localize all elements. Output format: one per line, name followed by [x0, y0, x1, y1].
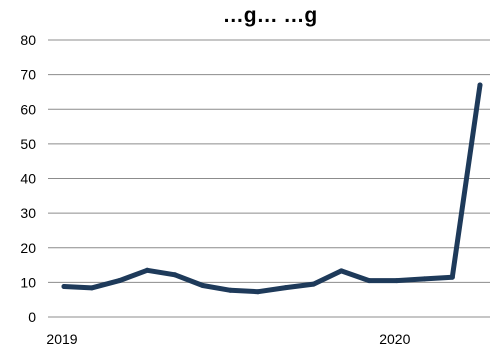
data-point — [338, 268, 344, 274]
data-point — [366, 278, 372, 284]
chart-title-group: …g… …g — [223, 4, 318, 27]
y-tick-label: 60 — [20, 101, 36, 117]
data-point — [117, 278, 122, 284]
data-point — [394, 278, 400, 284]
y-tick-label: 30 — [20, 205, 36, 221]
data-point — [227, 287, 233, 293]
gridlines — [48, 39, 490, 318]
x-tick-label: 2020 — [379, 331, 410, 347]
data-point — [200, 283, 206, 288]
data-point — [61, 284, 67, 289]
chart-title: …g… …g — [223, 4, 318, 27]
series-group — [61, 82, 483, 295]
data-point — [449, 274, 455, 280]
data-point — [172, 272, 178, 278]
data-point — [255, 289, 261, 295]
data-point — [422, 276, 427, 282]
y-tick-label: 20 — [20, 240, 36, 256]
data-point — [477, 82, 483, 88]
y-tick-label: 70 — [20, 67, 36, 83]
data-point — [144, 267, 150, 273]
x-axis-ticks: 2019 2020 — [46, 331, 410, 347]
y-tick-label: 80 — [20, 32, 36, 48]
y-tick-label: 10 — [20, 274, 36, 290]
y-tick-label: 0 — [28, 309, 36, 325]
x-tick-label: 2019 — [46, 331, 77, 347]
data-point — [283, 285, 289, 291]
data-point — [89, 285, 95, 291]
data-point — [311, 281, 317, 287]
y-tick-label: 50 — [20, 136, 36, 152]
y-axis-ticks: 0 10 20 30 40 50 60 70 80 — [20, 32, 36, 325]
series-line — [61, 82, 483, 295]
y-tick-label: 40 — [20, 171, 36, 187]
